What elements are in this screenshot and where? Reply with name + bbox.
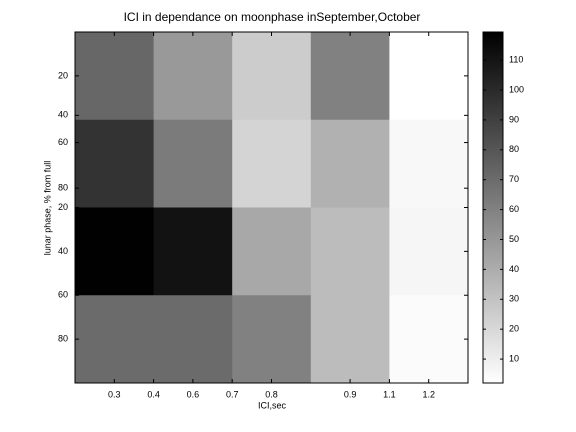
heatmap-cell — [310, 207, 390, 296]
heatmap-cell — [232, 295, 312, 384]
heatmap-cell — [153, 207, 233, 296]
x-tick-label: 0.9 — [344, 389, 357, 399]
colorbar-tick-label: 10 — [509, 353, 519, 363]
heatmap-cell — [310, 295, 390, 384]
x-tick-label: 0.7 — [226, 389, 239, 399]
heatmap-cell — [232, 207, 312, 296]
colorbar-tick-label: 50 — [509, 234, 519, 244]
colorbar-tick-label: 60 — [509, 204, 519, 214]
colorbar-tick-label: 70 — [509, 174, 519, 184]
heatmap-cell — [310, 32, 390, 121]
heatmap-cell — [75, 32, 155, 121]
y-tick-label: 80 — [58, 183, 68, 193]
heatmap-cell — [389, 295, 469, 384]
y-axis-label: lunar phase, % from full — [42, 161, 52, 256]
heatmap-cell — [232, 32, 312, 121]
y-tick-label: 40 — [58, 110, 68, 120]
heatmap-cell — [75, 207, 155, 296]
heatmap-cell — [310, 119, 390, 208]
heatmap-cell — [75, 119, 155, 208]
colorbar-tick-label: 90 — [509, 114, 519, 124]
chart-title: ICI in dependance on moonphase inSeptemb… — [124, 10, 421, 24]
x-tick-label: 1.1 — [383, 389, 396, 399]
y-tick-label: 20 — [58, 202, 68, 212]
x-axis-label: ICI,sec — [258, 400, 287, 410]
y-tick-label: 40 — [58, 246, 68, 256]
heatmap-cell — [75, 295, 155, 384]
colorbar-tick-label: 100 — [509, 84, 524, 94]
x-tick-label: 1.2 — [422, 389, 435, 399]
heatmap-cell — [389, 119, 469, 208]
colorbar-tick-label: 30 — [509, 294, 519, 304]
heatmap-cell — [153, 32, 233, 121]
y-tick-label: 80 — [58, 334, 68, 344]
colorbar — [482, 31, 504, 384]
colorbar-tick-label: 40 — [509, 264, 519, 274]
colorbar-tick-label: 80 — [509, 144, 519, 154]
heatmap-cell — [389, 207, 469, 296]
heatmap-cell — [389, 32, 469, 121]
heatmap-cell — [232, 119, 312, 208]
heatmap-cell — [153, 295, 233, 384]
x-tick-label: 0.3 — [108, 389, 121, 399]
colorbar-tick-label: 110 — [509, 54, 523, 64]
y-tick-label: 60 — [58, 137, 68, 147]
y-tick-label: 60 — [58, 290, 68, 300]
x-tick-label: 0.4 — [147, 389, 160, 399]
x-tick-label: 0.8 — [265, 389, 278, 399]
x-tick-label: 0.6 — [187, 389, 200, 399]
colorbar-tick-label: 20 — [509, 324, 519, 334]
y-tick-label: 20 — [58, 70, 68, 80]
heatmap-cell — [153, 119, 233, 208]
